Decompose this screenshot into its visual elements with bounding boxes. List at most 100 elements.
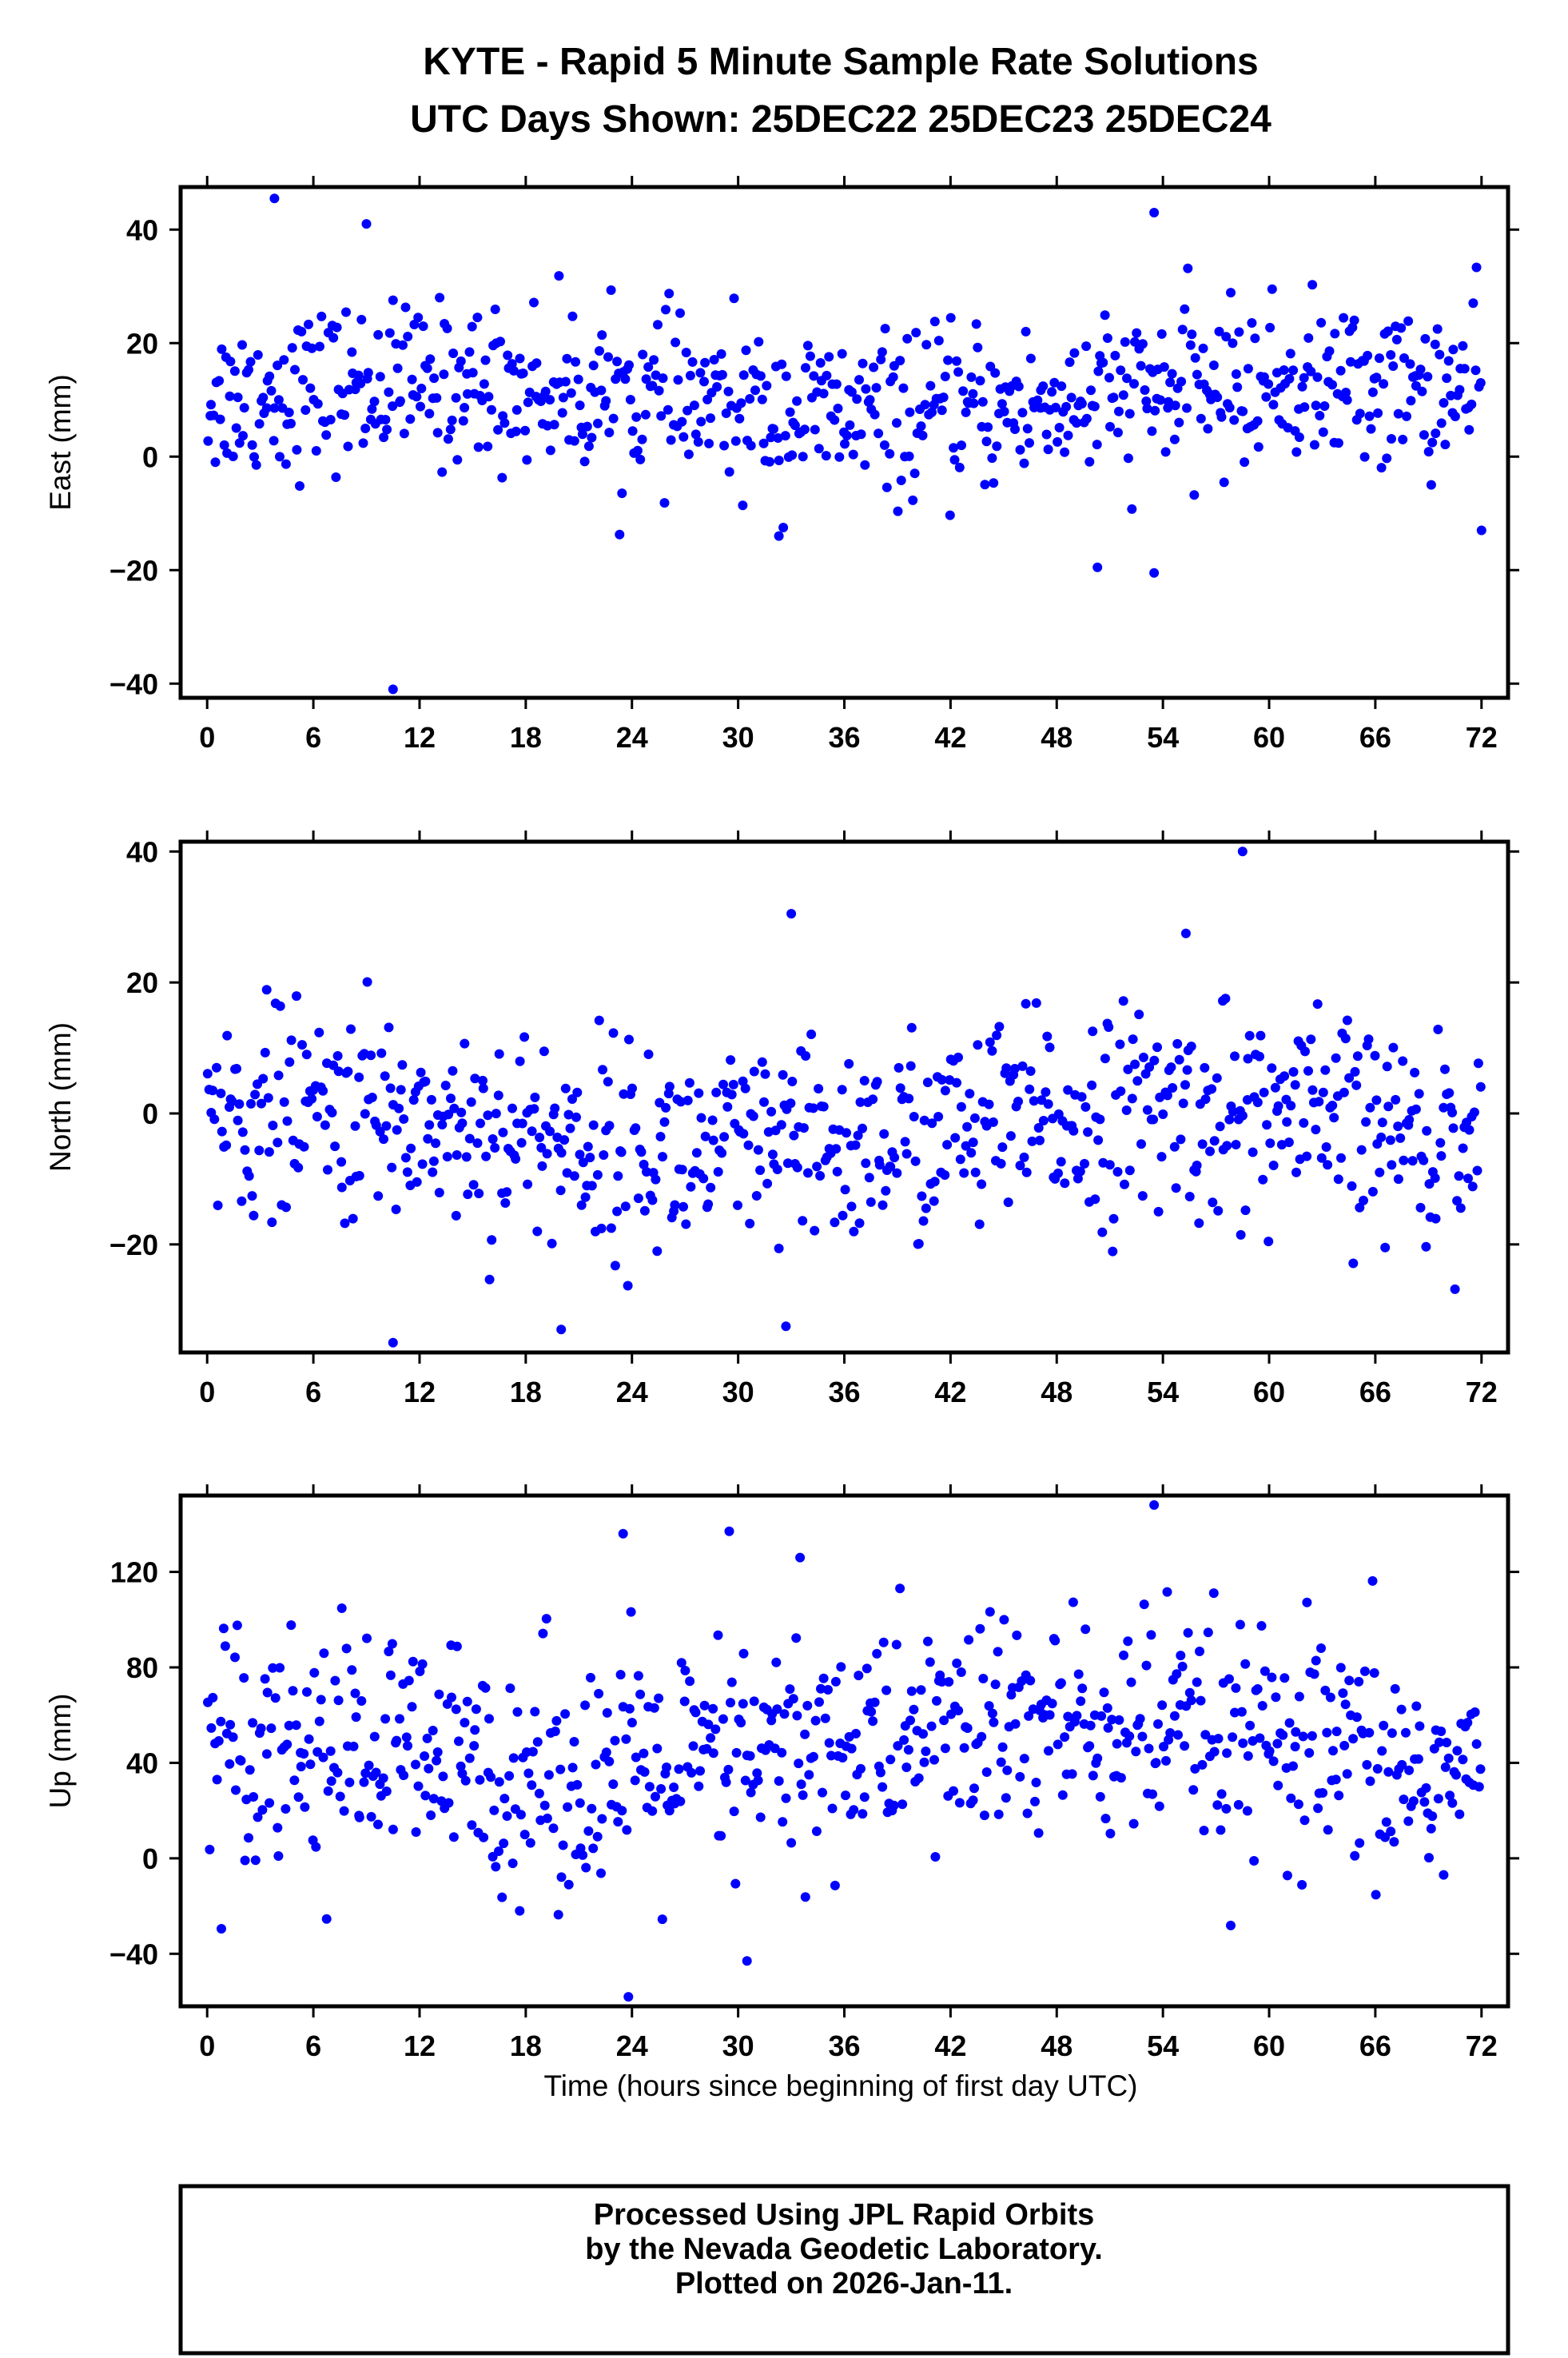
- east-point: [1140, 385, 1150, 395]
- north-point: [449, 1103, 460, 1113]
- east-point: [1464, 424, 1474, 435]
- north-point: [247, 1191, 257, 1201]
- north-point: [1013, 1097, 1023, 1106]
- north-point: [273, 1137, 283, 1148]
- up-point: [921, 1747, 931, 1756]
- east-point: [405, 414, 416, 424]
- north-point: [962, 1121, 973, 1132]
- east-point: [702, 394, 713, 404]
- up-point: [651, 1791, 660, 1802]
- east-point: [888, 372, 898, 382]
- east-point: [1312, 372, 1323, 382]
- up-point: [311, 1842, 321, 1852]
- up-point: [403, 1741, 412, 1751]
- north-point: [889, 1153, 900, 1163]
- north-point: [1115, 1039, 1125, 1050]
- east-point: [316, 311, 327, 321]
- north-point: [580, 1192, 591, 1202]
- east-point: [937, 405, 947, 416]
- north-point: [292, 991, 301, 1002]
- north-xtick-label: 72: [1466, 1376, 1498, 1408]
- up-point: [261, 1749, 272, 1759]
- north-point: [502, 1187, 512, 1197]
- north-point: [240, 1145, 250, 1155]
- east-point: [805, 351, 815, 361]
- east-point: [442, 323, 452, 333]
- up-point: [798, 1790, 808, 1800]
- east-point: [925, 380, 936, 391]
- up-point: [1421, 1782, 1431, 1793]
- east-point: [295, 481, 304, 491]
- east-point: [1066, 392, 1077, 403]
- east-point: [456, 356, 466, 366]
- up-point: [504, 1770, 515, 1781]
- east-point: [643, 362, 654, 372]
- up-point: [649, 1703, 659, 1713]
- up-point: [1184, 1687, 1195, 1698]
- up-point: [1137, 1731, 1148, 1742]
- north-point: [686, 1181, 696, 1192]
- up-point: [868, 1716, 878, 1727]
- up-point: [1273, 1780, 1283, 1790]
- east-point: [693, 436, 703, 447]
- north-point: [466, 1097, 476, 1107]
- up-point: [930, 1852, 941, 1862]
- north-point: [1168, 1083, 1178, 1093]
- north-point: [818, 1101, 829, 1112]
- up-point: [1463, 1718, 1473, 1728]
- north-point: [264, 1147, 274, 1157]
- east-point: [641, 374, 651, 384]
- up-point: [318, 1752, 328, 1763]
- east-point: [554, 271, 564, 281]
- north-point: [267, 1217, 277, 1228]
- east-point: [1150, 405, 1160, 416]
- north-point: [1069, 1125, 1079, 1136]
- east-point: [1435, 349, 1445, 360]
- north-point: [550, 1103, 560, 1113]
- up-point: [796, 1779, 806, 1790]
- east-point: [777, 359, 787, 369]
- up-point: [802, 1700, 813, 1711]
- up-point: [351, 1712, 361, 1723]
- up-point: [479, 1832, 489, 1842]
- up-point: [1320, 1685, 1331, 1695]
- east-point: [1240, 457, 1250, 468]
- east-point: [696, 416, 706, 427]
- panels: 0 6 12 18 24 30 36 42 48 54 60 66 72−40−2002040East …: [44, 176, 1519, 2062]
- up-point: [309, 1667, 320, 1678]
- east-point: [848, 449, 858, 460]
- east-point: [595, 346, 604, 356]
- north-point: [748, 1111, 758, 1121]
- east-point: [1379, 379, 1389, 389]
- north-point: [1452, 1196, 1463, 1206]
- east-point: [511, 404, 522, 415]
- east-point: [658, 373, 668, 384]
- east-point: [464, 347, 475, 357]
- east-point: [1226, 288, 1236, 298]
- up-point: [369, 1731, 380, 1742]
- east-point: [871, 383, 882, 393]
- up-point: [586, 1672, 595, 1683]
- up-point: [1255, 1733, 1265, 1743]
- up-point: [305, 1759, 316, 1770]
- up-ytick-label: 0: [142, 1842, 158, 1875]
- north-point: [1383, 1101, 1394, 1112]
- north-point: [1252, 1097, 1263, 1108]
- east-point: [273, 395, 284, 405]
- north-point: [1444, 1088, 1455, 1098]
- north-ytick-label: 20: [126, 966, 158, 999]
- east-point: [1182, 403, 1192, 413]
- north-point: [246, 1098, 256, 1109]
- north-point: [1174, 1054, 1184, 1065]
- east-point: [632, 445, 643, 456]
- up-xtick-label: 42: [934, 2029, 966, 2062]
- north-point: [1215, 1121, 1225, 1132]
- up-point: [339, 1806, 349, 1816]
- north-point: [1212, 1073, 1222, 1083]
- up-point: [1180, 1741, 1190, 1751]
- east-point: [916, 421, 926, 432]
- north-point: [1200, 1062, 1210, 1073]
- up-point: [348, 1741, 359, 1751]
- east-point: [762, 380, 772, 391]
- chart-title-line2: UTC Days Shown: 25DEC22 25DEC23 25DEC24: [410, 98, 1272, 141]
